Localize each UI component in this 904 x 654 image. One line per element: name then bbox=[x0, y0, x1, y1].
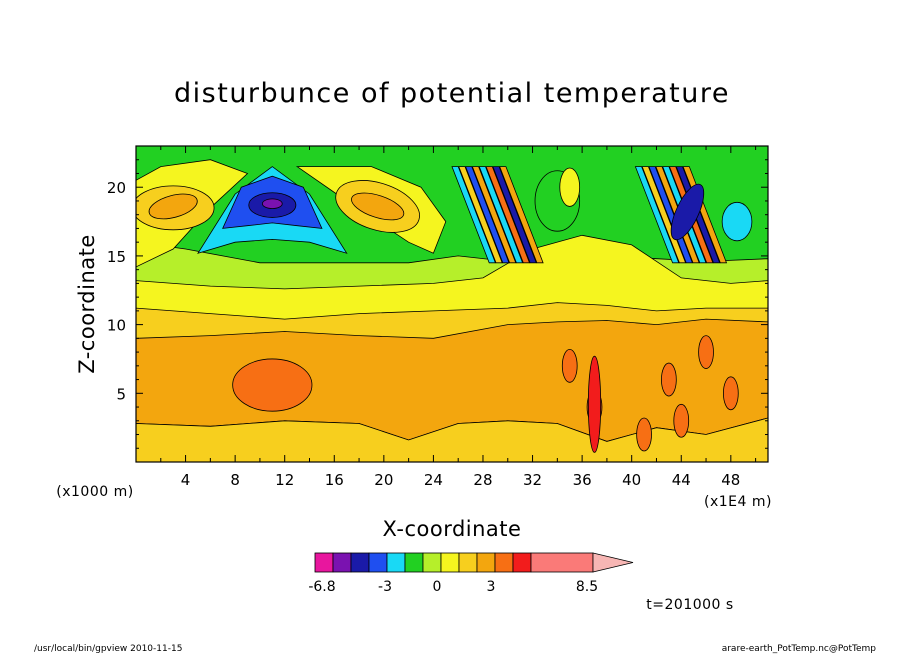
colorbar-label: 3 bbox=[487, 579, 496, 595]
warm-spot bbox=[722, 376, 739, 411]
cold-core-purple bbox=[261, 198, 283, 209]
colorbar-cell bbox=[512, 552, 532, 573]
colorbar-cell bbox=[530, 552, 594, 573]
x-axis-label: X-coordinate bbox=[383, 517, 522, 541]
time-label: t=201000 s bbox=[646, 597, 733, 613]
lobe-left-orange bbox=[148, 193, 198, 220]
y-tick-label: 15 bbox=[107, 248, 126, 266]
wave-band-left bbox=[499, 166, 544, 264]
wave-band-left bbox=[458, 166, 503, 264]
colorbar-cell bbox=[332, 552, 352, 573]
colorbar-cell bbox=[494, 552, 514, 573]
x-unit-right: (x1E4 m) bbox=[704, 494, 772, 510]
colorbar-cell bbox=[458, 552, 478, 573]
x-tick-label: 24 bbox=[424, 471, 443, 489]
wave-band-left bbox=[471, 166, 517, 264]
warm-spot bbox=[673, 403, 690, 438]
footer-left: /usr/local/bin/gpview 2010-11-15 bbox=[34, 644, 182, 654]
warm-spot bbox=[561, 348, 578, 383]
x-tick-label: 48 bbox=[721, 471, 740, 489]
colorbar-cell bbox=[314, 552, 334, 573]
band-surface bbox=[136, 417, 768, 462]
contour-field bbox=[136, 146, 768, 462]
colorbar-cell bbox=[350, 552, 370, 573]
y-tick-label: 10 bbox=[107, 317, 126, 335]
x-tick-label: 4 bbox=[181, 471, 191, 489]
y-axis: 5 10 15 20 bbox=[107, 159, 768, 449]
cold-spot-right bbox=[721, 201, 753, 242]
colorbar-cell bbox=[386, 552, 406, 573]
colorbar-label: 8.5 bbox=[576, 579, 598, 595]
x-tick-label: 20 bbox=[374, 471, 393, 489]
colorbar-label: -3 bbox=[378, 579, 392, 595]
wave-band-left bbox=[492, 166, 537, 264]
x-unit-left: (x1000 m) bbox=[56, 484, 133, 500]
colorbar-cell bbox=[440, 552, 460, 573]
warm-spot bbox=[698, 335, 714, 369]
colorbar-label: -6.8 bbox=[308, 579, 335, 595]
colorbar-label: 0 bbox=[433, 579, 442, 595]
yellow-pocket bbox=[559, 167, 581, 207]
colorbar bbox=[314, 552, 634, 573]
x-axis: 4 8 12 16 20 24 28 32 36 40 44 48 bbox=[160, 146, 757, 489]
plot-frame bbox=[135, 145, 769, 463]
wave-cold-spot bbox=[670, 183, 705, 241]
x-tick-label: 16 bbox=[325, 471, 344, 489]
x-tick-label: 36 bbox=[573, 471, 592, 489]
warm-spot bbox=[636, 417, 652, 452]
colorbar-arrow bbox=[592, 552, 634, 573]
x-tick-label: 44 bbox=[672, 471, 691, 489]
warm-spot bbox=[661, 362, 677, 397]
colorbar-cell bbox=[422, 552, 442, 573]
wave-band-right bbox=[634, 166, 680, 264]
chart-title: disturbunce of potential temperature bbox=[174, 78, 730, 109]
colorbar-cell bbox=[476, 552, 496, 573]
footer-right: arare-earth_PotTemp.nc@PotTemp bbox=[722, 644, 877, 654]
colorbar-cell bbox=[404, 552, 424, 573]
wave-band-left bbox=[465, 166, 510, 264]
wave-band-left bbox=[485, 166, 531, 264]
wave-band-left bbox=[478, 166, 524, 264]
x-tick-label: 8 bbox=[230, 471, 240, 489]
x-tick-label: 32 bbox=[523, 471, 542, 489]
y-tick-label: 20 bbox=[107, 179, 126, 197]
lobe-right-orange bbox=[351, 192, 405, 221]
warm-core bbox=[232, 358, 313, 412]
colorbar-cell bbox=[368, 552, 388, 573]
wave-band-left bbox=[451, 166, 496, 264]
warm-column bbox=[587, 355, 602, 453]
y-axis-label: Z-coordinate bbox=[75, 234, 99, 374]
x-tick-label: 28 bbox=[473, 471, 492, 489]
colorbar-labels: -6.8 -3 0 3 8.5 bbox=[308, 579, 598, 595]
x-tick-label: 40 bbox=[622, 471, 641, 489]
y-tick-label: 5 bbox=[116, 385, 126, 403]
x-tick-label: 12 bbox=[275, 471, 294, 489]
